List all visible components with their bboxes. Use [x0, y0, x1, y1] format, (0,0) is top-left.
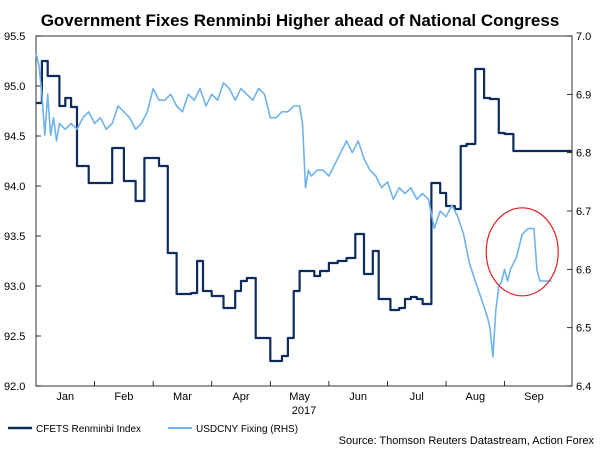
- x-tick-label: Jul: [410, 391, 424, 403]
- left-axis: 92.0 92.5 93.0 93.5 94.0 94.5 95.0 95.5: [4, 31, 41, 393]
- series-line-usdcny: [35, 53, 552, 358]
- x-tick-label: May: [289, 391, 310, 403]
- legend-label-cfets: CFETS Renminbi Index: [36, 424, 141, 435]
- left-tick-label: 93.5: [4, 231, 25, 243]
- x-tick-label: Sep: [524, 391, 544, 403]
- left-tick-label: 94.5: [4, 131, 25, 143]
- right-tick-label: 6.4: [576, 381, 591, 393]
- left-tick-label: 95.0: [4, 81, 25, 93]
- left-tick-label: 92.0: [4, 381, 25, 393]
- left-tick-label: 94.0: [4, 181, 25, 193]
- left-tick-label: 95.5: [4, 31, 25, 43]
- x-tick-label: Apr: [232, 391, 249, 403]
- annotation-circle: [485, 207, 559, 297]
- right-tick-label: 7.0: [576, 31, 591, 43]
- x-tick-label: Mar: [173, 391, 192, 403]
- source-note: Source: Thomson Reuters Datastream, Acti…: [339, 435, 595, 447]
- right-tick-label: 6.7: [576, 206, 591, 218]
- left-tick-label: 93.0: [4, 281, 25, 293]
- year-label: 2017: [292, 405, 316, 417]
- right-tick-label: 6.5: [576, 323, 591, 335]
- series-layer: [35, 53, 572, 363]
- right-axis: 6.4 6.5 6.6 6.7 6.8 6.9 7.0: [567, 31, 591, 393]
- right-tick-label: 6.6: [576, 264, 591, 276]
- plot-area: [35, 35, 573, 387]
- x-axis: Jan Feb Mar Apr May Jun Jul Aug Sep: [56, 381, 544, 403]
- right-tick-label: 6.8: [576, 148, 591, 160]
- left-tick-label: 92.5: [4, 331, 25, 343]
- legend: CFETS Renminbi Index USDCNY Fixing (RHS): [8, 424, 298, 435]
- x-tick-label: Feb: [114, 391, 133, 403]
- series-line-cfets: [36, 59, 572, 363]
- x-tick-label: Jan: [56, 391, 74, 403]
- x-tick-label: Aug: [466, 391, 486, 403]
- chart-title: Government Fixes Renminbi Higher ahead o…: [41, 11, 560, 30]
- x-tick-label: Jun: [349, 391, 367, 403]
- right-tick-label: 6.9: [576, 89, 591, 101]
- legend-label-usdcny: USDCNY Fixing (RHS): [196, 424, 298, 435]
